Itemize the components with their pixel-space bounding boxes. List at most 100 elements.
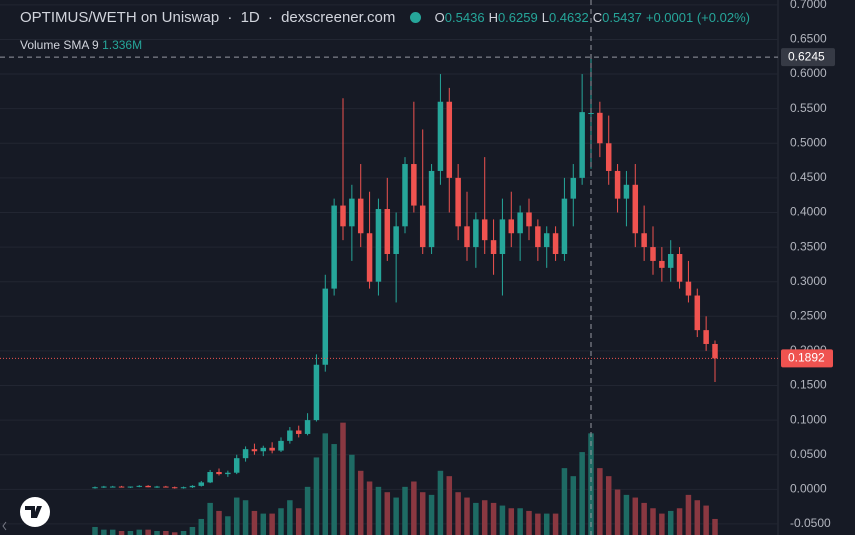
candle-body — [641, 233, 647, 248]
y-tick-label: -0.0500 — [790, 516, 831, 530]
ohlc-key: C — [592, 10, 603, 25]
change: +0.0001 (+0.02%) — [645, 10, 750, 25]
candle-body — [269, 447, 275, 451]
candle-body — [446, 101, 453, 178]
volume-bar — [588, 433, 594, 535]
candle-body — [357, 198, 364, 234]
y-tick-label: 0.0000 — [790, 481, 827, 495]
ohlc-value: 0.5436 — [444, 10, 485, 25]
candle-body — [313, 364, 320, 421]
candle-body — [242, 449, 249, 459]
y-tick-label: 0.4000 — [790, 205, 827, 219]
volume-bar — [561, 468, 568, 535]
volume-bar — [287, 500, 293, 535]
volume-bar — [163, 530, 169, 535]
volume-bar — [712, 518, 718, 535]
interval[interactable]: 1D — [240, 9, 260, 26]
last-price-bg — [781, 349, 833, 368]
volume-bar — [109, 529, 116, 535]
volume-bar — [216, 510, 222, 535]
y-tick-label: 0.3500 — [790, 239, 827, 253]
y-tick-label: 0.5000 — [790, 135, 827, 149]
volume-bar — [641, 502, 647, 535]
volume-bar — [473, 502, 479, 535]
volume-bar — [455, 492, 461, 535]
volume-bar — [685, 494, 692, 535]
volume-sma: SMA 9 — [63, 38, 99, 52]
volume-bar — [145, 529, 151, 535]
volume-bar — [118, 530, 125, 535]
volume-bar — [393, 497, 399, 535]
volume-bar — [411, 481, 417, 535]
symbol: OPTIMUS/WETH on Uniswap — [20, 9, 220, 26]
volume-bar — [632, 497, 639, 535]
volume-bar — [101, 529, 107, 535]
volume-legend: Volume SMA 9 1.336M — [20, 38, 142, 52]
candle-body — [287, 430, 293, 441]
volume-bar — [154, 530, 160, 535]
volume-bar — [322, 433, 329, 535]
volume-bar — [703, 505, 709, 535]
volume-bar — [659, 513, 665, 535]
scroll-left[interactable] — [2, 521, 7, 531]
y-tick-label: 0.3000 — [790, 274, 827, 288]
y-tick-label: 0.1000 — [790, 412, 827, 426]
volume-bar — [349, 454, 355, 535]
candle-body — [295, 430, 302, 434]
volume-bar — [535, 513, 541, 535]
candle-body — [127, 486, 134, 488]
volume-bar — [437, 470, 444, 535]
volume-bar — [570, 476, 577, 535]
candle-body — [216, 472, 222, 475]
tv-logo-mark — [25, 506, 42, 518]
candle-body — [393, 226, 399, 255]
ohlc-key: O — [434, 10, 445, 25]
candle-body — [340, 205, 346, 227]
volume-bar — [375, 486, 382, 535]
volume-bar — [278, 508, 284, 535]
candle-body — [109, 486, 116, 488]
volume-bar — [614, 489, 621, 535]
candle-body — [712, 343, 718, 359]
candle-body — [171, 487, 178, 489]
candle-body — [233, 458, 240, 473]
volume-bar — [605, 476, 612, 535]
candle-body — [597, 112, 603, 144]
candle-body — [145, 485, 151, 488]
volume-bar — [543, 513, 550, 535]
ohlc-key: H — [488, 10, 498, 25]
volume-bar — [366, 481, 373, 535]
y-tick-label: 0.6000 — [790, 66, 827, 80]
status-dot — [409, 12, 421, 23]
volume-bar — [623, 494, 630, 535]
candle-body — [207, 472, 213, 483]
last-price-label: 0.1892 — [788, 351, 825, 365]
volume-bar — [260, 513, 267, 535]
volume-bar — [419, 492, 426, 535]
candle-body — [579, 112, 585, 178]
volume-bar — [667, 510, 674, 535]
candle-body — [419, 205, 426, 248]
y-tick-label: 0.1500 — [790, 378, 827, 392]
candle-body — [92, 487, 98, 489]
volume-bar — [233, 497, 240, 535]
candle-body — [322, 288, 329, 365]
candle-body — [101, 486, 107, 488]
volume-bar — [242, 500, 249, 535]
candle-body — [526, 212, 532, 227]
volume-bar — [304, 486, 311, 535]
volume-bar — [313, 457, 320, 535]
volume-bar — [136, 529, 143, 535]
volume-bar — [207, 502, 213, 535]
volume-bar — [552, 513, 559, 535]
volume-bar — [331, 444, 337, 535]
candle-body — [508, 219, 515, 234]
candle-body — [455, 177, 461, 227]
candle-body — [163, 486, 169, 488]
volume-bar — [597, 468, 603, 535]
crosshair-label: 0.6245 — [788, 49, 825, 63]
candle-body — [552, 233, 559, 255]
volume-label: Volume — [20, 38, 61, 52]
volume-bar — [92, 526, 98, 535]
volume-value: 1.336M — [102, 38, 143, 52]
